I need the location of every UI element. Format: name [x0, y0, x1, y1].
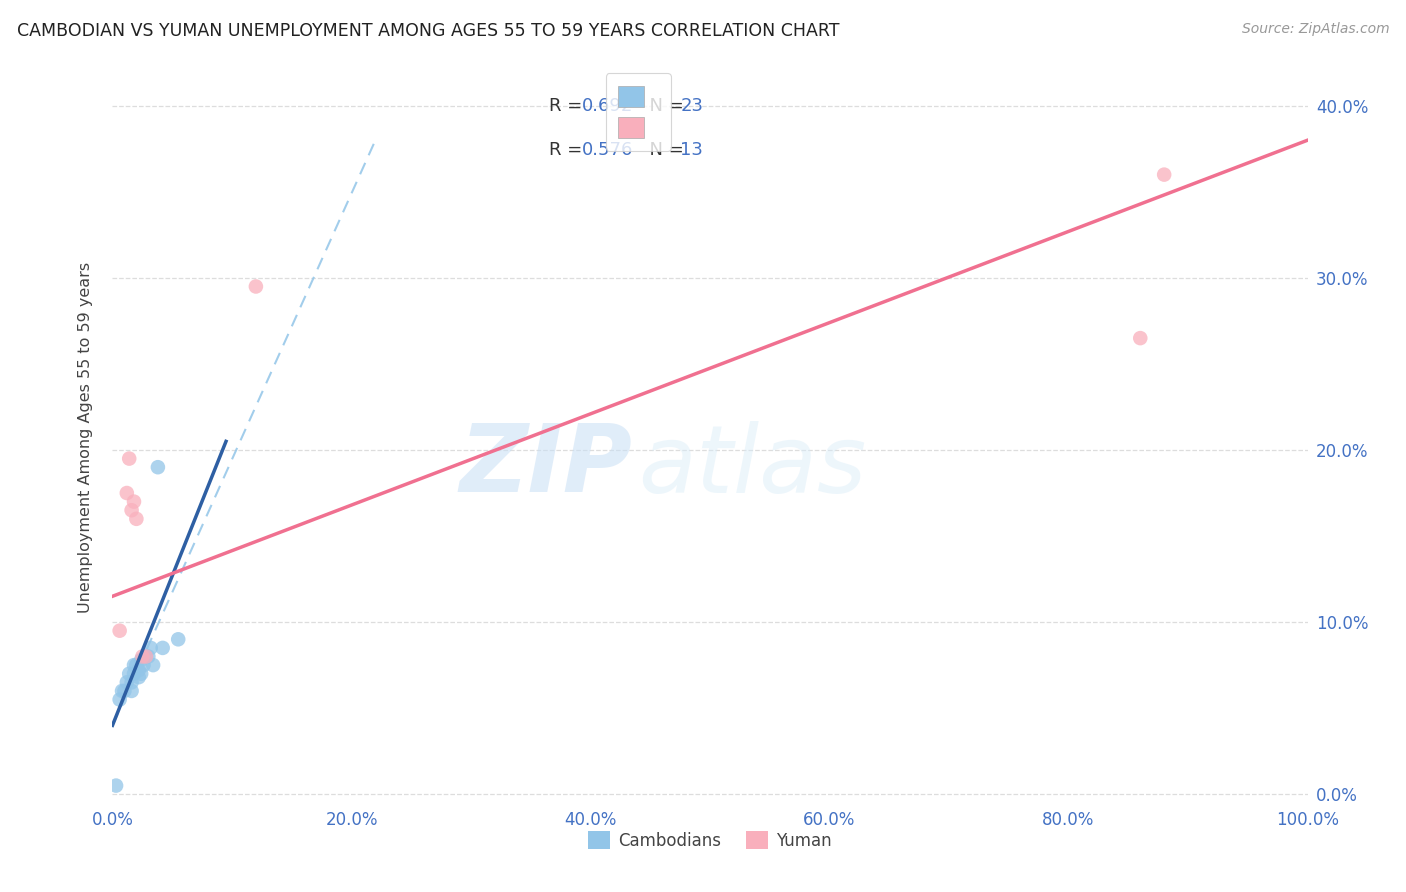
Y-axis label: Unemployment Among Ages 55 to 59 years: Unemployment Among Ages 55 to 59 years	[79, 261, 93, 613]
Point	[129, 653, 152, 667]
Point	[132, 658, 155, 673]
Point	[138, 649, 160, 664]
Point	[121, 503, 143, 517]
Point	[122, 666, 145, 681]
Point	[118, 666, 141, 681]
Text: Source: ZipAtlas.com: Source: ZipAtlas.com	[1241, 22, 1389, 37]
Text: 0.692: 0.692	[582, 97, 634, 115]
Point	[135, 649, 157, 664]
Point	[129, 666, 152, 681]
Point	[1153, 168, 1175, 182]
Point	[142, 658, 165, 673]
Point	[135, 649, 157, 664]
Point	[111, 684, 134, 698]
Point	[152, 640, 174, 655]
Point	[139, 640, 162, 655]
Text: 13: 13	[681, 141, 703, 159]
Point	[108, 624, 131, 638]
Point	[167, 632, 190, 647]
Point	[115, 486, 138, 500]
Point	[121, 684, 143, 698]
Point	[122, 494, 145, 508]
Point	[122, 658, 145, 673]
Point	[131, 649, 153, 664]
Point	[1129, 331, 1152, 345]
Legend: Cambodians, Yuman: Cambodians, Yuman	[582, 824, 838, 856]
Point	[128, 663, 150, 677]
Point	[108, 692, 131, 706]
Point	[128, 670, 150, 684]
Text: R =: R =	[548, 97, 588, 115]
Point	[105, 779, 128, 793]
Text: R =: R =	[548, 141, 588, 159]
Point	[245, 279, 267, 293]
Text: 0.576: 0.576	[582, 141, 634, 159]
Point	[125, 512, 148, 526]
Text: CAMBODIAN VS YUMAN UNEMPLOYMENT AMONG AGES 55 TO 59 YEARS CORRELATION CHART: CAMBODIAN VS YUMAN UNEMPLOYMENT AMONG AG…	[17, 22, 839, 40]
Point	[118, 451, 141, 466]
Text: 23: 23	[681, 97, 703, 115]
Point	[146, 460, 169, 475]
Text: N =: N =	[638, 97, 690, 115]
Point	[114, 684, 135, 698]
Point	[115, 675, 138, 690]
Text: N =: N =	[638, 141, 690, 159]
Text: ZIP: ZIP	[460, 420, 633, 512]
Point	[121, 675, 143, 690]
Point	[125, 658, 148, 673]
Text: atlas: atlas	[638, 421, 866, 512]
